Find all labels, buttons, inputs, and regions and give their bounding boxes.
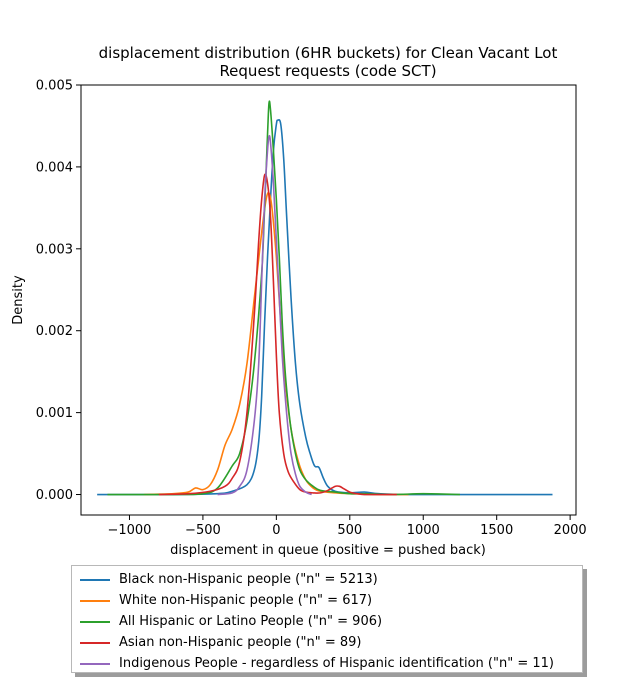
plot-area (80, 84, 577, 516)
y-tick-label: 0.005 (36, 79, 73, 94)
chart: −1000 −500 0 500 1000 1500 2000 0.0000.0010.00… (11, 44, 587, 558)
x-tick-label: −500 (185, 523, 221, 538)
chart-title-line-2: Request requests (code SCT) (219, 62, 436, 80)
series-line-4 (158, 173, 397, 496)
legend-item: Black non-Hispanic people ("n" = 5213) (80, 569, 582, 590)
legend-label: Indigenous People - regardless of Hispan… (119, 656, 554, 671)
x-tick-label: 500 (337, 523, 362, 538)
y-tick-label: 0.002 (36, 324, 73, 339)
legend-swatch (80, 641, 110, 644)
series-layer (97, 100, 553, 496)
legend-item: White non-Hispanic people ("n" = 617) (80, 590, 582, 611)
series-line-2 (144, 191, 409, 496)
legend-label: Asian non-Hispanic people ("n" = 89) (119, 635, 362, 650)
legend-label: White non-Hispanic people ("n" = 617) (119, 593, 373, 608)
legend-item: All Hispanic or Latino People ("n" = 906… (80, 611, 582, 632)
legend: Black non-Hispanic people ("n" = 5213) Wh… (71, 565, 583, 673)
y-tick-label: 0.003 (36, 242, 73, 257)
legend-item: Indigenous People - regardless of Hispan… (80, 653, 582, 674)
legend-swatch (80, 578, 110, 581)
x-axis: −1000 −500 0 500 1000 1500 2000 (107, 515, 587, 538)
series-line-1 (97, 119, 553, 496)
x-tick-label: 1500 (480, 523, 513, 538)
x-axis-label: displacement in queue (positive = pushed… (170, 543, 486, 558)
legend-swatch (80, 662, 110, 665)
y-tick-label: 0.000 (36, 488, 73, 503)
x-tick-label: 1000 (407, 523, 440, 538)
y-tick-label: 0.001 (36, 406, 73, 421)
legend-swatch (80, 620, 110, 623)
x-tick-label: 0 (272, 523, 280, 538)
y-tick-label: 0.004 (36, 160, 73, 175)
chart-title-line-1: displacement distribution (6HR buckets) … (99, 44, 558, 62)
x-tick-label: −1000 (107, 523, 151, 538)
y-axis: 0.000 0.001 0.002 0.003 0.004 0.005 (36, 79, 81, 503)
legend-item: Asian non-Hispanic people ("n" = 89) (80, 632, 582, 653)
legend-label: Black non-Hispanic people ("n" = 5213) (119, 572, 378, 587)
legend-swatch (80, 599, 110, 602)
x-tick-label: 2000 (554, 523, 587, 538)
series-line-3 (107, 100, 460, 496)
series-line-5 (217, 134, 312, 496)
y-axis-label: Density (11, 275, 26, 325)
legend-label: All Hispanic or Latino People ("n" = 906… (119, 614, 383, 629)
